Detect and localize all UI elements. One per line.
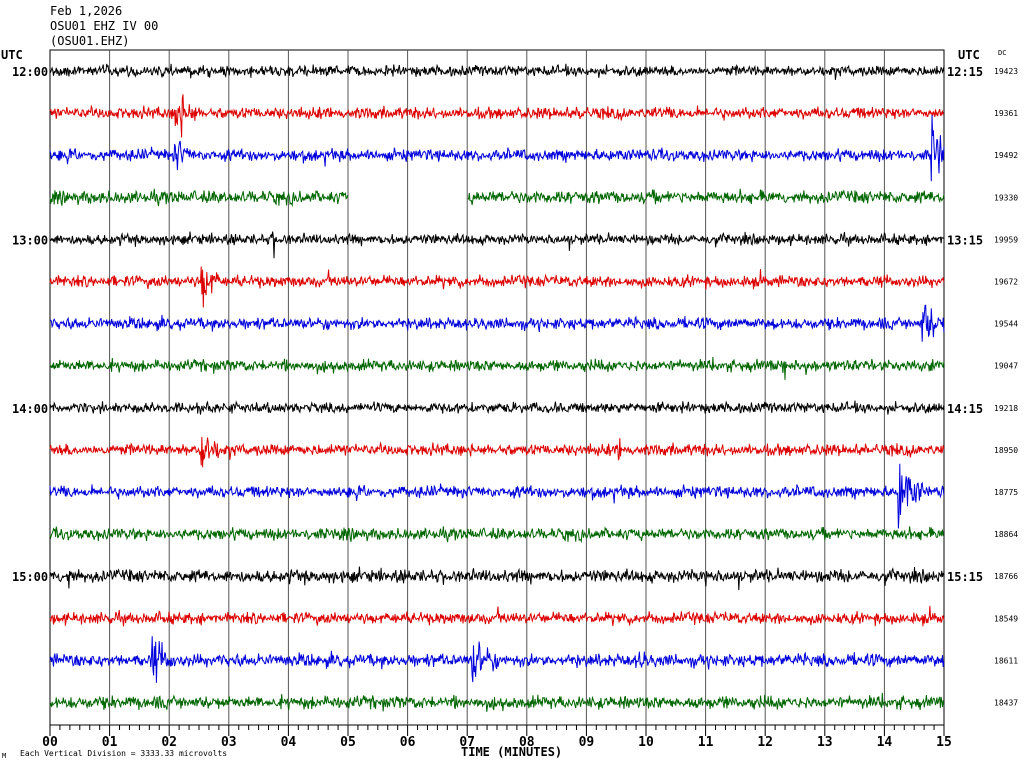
trace-line	[49, 636, 945, 683]
x-tick-label: 06	[400, 735, 416, 750]
trace-line	[49, 400, 945, 415]
dc-value-label: 18864	[994, 530, 1018, 539]
x-tick-label: 14	[877, 735, 893, 750]
header-channel: OSU01 EHZ IV 00	[50, 19, 159, 33]
hour-label-right: 15:15	[947, 570, 983, 584]
hour-label-left: 15:00	[12, 570, 48, 584]
hour-label-right: 13:15	[947, 233, 983, 247]
header: Feb 1,2026 OSU01 EHZ IV 00 (OSU01.EHZ)	[50, 4, 158, 49]
footnote: Each Vertical Division = 3333.33 microvo…	[20, 749, 228, 758]
trace-line	[49, 188, 348, 208]
x-tick-label: 09	[579, 735, 595, 750]
dc-value-label: 19959	[994, 235, 1018, 244]
x-tick-label: 10	[638, 735, 654, 750]
dc-value-label: 19672	[994, 278, 1018, 287]
trace-line	[49, 356, 945, 380]
dc-value-label: 18611	[994, 656, 1018, 665]
right-utc-label: UTC	[958, 48, 980, 62]
x-tick-label: 07	[459, 735, 475, 750]
dc-value-label: 19492	[994, 151, 1018, 160]
dc-value-label: 19047	[994, 362, 1018, 371]
x-tick-label: 02	[161, 735, 177, 750]
trace-line	[49, 692, 945, 712]
trace-line	[49, 304, 945, 342]
dc-value-label: 18950	[994, 446, 1018, 455]
dc-value-label: 18549	[994, 614, 1018, 623]
trace-line	[49, 436, 945, 468]
dc-value-label: 18437	[994, 699, 1018, 708]
header-station-code: (OSU01.EHZ)	[50, 34, 130, 48]
x-axis-title: TIME (MINUTES)	[461, 745, 563, 759]
dc-value-label: 18775	[994, 488, 1018, 497]
trace-line	[467, 188, 945, 206]
x-tick-label: 12	[757, 735, 773, 750]
trace-line	[49, 463, 945, 529]
trace-line	[49, 114, 945, 182]
header-date: Feb 1,2026	[50, 4, 123, 18]
dc-value-label: 18766	[994, 572, 1018, 581]
x-tick-label: 05	[340, 735, 356, 750]
footnote-marker: M	[2, 752, 7, 760]
hour-label-left: 12:00	[12, 65, 48, 79]
dc-value-label: 19423	[994, 67, 1018, 76]
x-tick-label: 01	[102, 735, 118, 750]
dc-value-label: 19544	[994, 320, 1018, 329]
x-tick-label: 03	[221, 735, 237, 750]
dc-value-label: 19330	[994, 193, 1018, 202]
hour-label-right: 12:15	[947, 65, 983, 79]
trace-line	[49, 566, 945, 591]
left-utc-label: UTC	[1, 48, 23, 62]
x-tick-label: 15	[936, 735, 952, 750]
hour-label-left: 13:00	[12, 233, 48, 247]
trace-line	[49, 605, 945, 627]
trace-line	[49, 94, 945, 138]
trace-line	[49, 63, 945, 80]
x-tick-label: 00	[42, 735, 58, 750]
trace-line	[49, 231, 945, 259]
dc-label: DC	[998, 49, 1007, 57]
trace-line	[49, 266, 945, 308]
dc-value-label: 19361	[994, 109, 1018, 118]
x-tick-label: 04	[281, 735, 297, 750]
trace-line	[49, 526, 945, 544]
x-tick-label: 13	[817, 735, 833, 750]
x-tick-label: 11	[698, 735, 714, 750]
dc-value-label: 19218	[994, 404, 1018, 413]
hour-label-left: 14:00	[12, 402, 48, 416]
hour-label-right: 14:15	[947, 402, 983, 416]
x-tick-label: 08	[519, 735, 535, 750]
